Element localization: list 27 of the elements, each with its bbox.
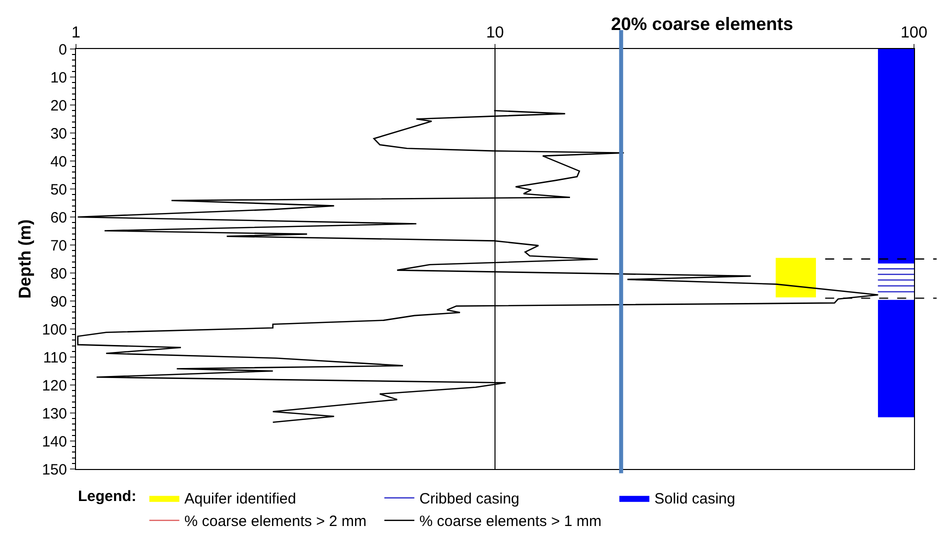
y-tick-label: 60 <box>50 209 67 226</box>
x-tick-label: 10 <box>486 24 504 42</box>
legend-label: Solid casing <box>654 490 736 508</box>
ref-line-label: 20% coarse elements <box>611 14 794 34</box>
y-axis-title: Depth (m) <box>16 219 35 299</box>
y-tick-label: 110 <box>43 349 67 366</box>
y-tick-label: 40 <box>50 153 67 170</box>
legend-title: Legend: <box>78 488 136 506</box>
x-tick-label: 1 <box>72 24 81 42</box>
y-tick-label: 90 <box>50 293 67 310</box>
y-tick-label: 50 <box>50 181 67 198</box>
legend-label: Cribbed casing <box>419 490 520 508</box>
y-tick-label: 80 <box>50 265 67 282</box>
legend-label: % coarse elements > 1 mm <box>419 513 602 530</box>
y-tick-label: 100 <box>42 321 67 338</box>
y-tick-label: 10 <box>50 69 67 86</box>
y-tick-label: 0 <box>58 41 67 58</box>
y-tick-label: 70 <box>50 237 67 254</box>
x-tick-label: 100 <box>900 24 928 42</box>
y-tick-label: 140 <box>42 433 67 450</box>
y-tick-label: 120 <box>42 377 67 394</box>
y-tick-label: 30 <box>50 125 67 142</box>
legend-label: Aquifer identified <box>184 490 296 508</box>
y-tick-label: 20 <box>50 97 67 114</box>
y-tick-label: 150 <box>42 461 67 478</box>
y-tick-label: 130 <box>42 405 67 422</box>
legend-label: % coarse elements > 2 mm <box>184 513 366 530</box>
